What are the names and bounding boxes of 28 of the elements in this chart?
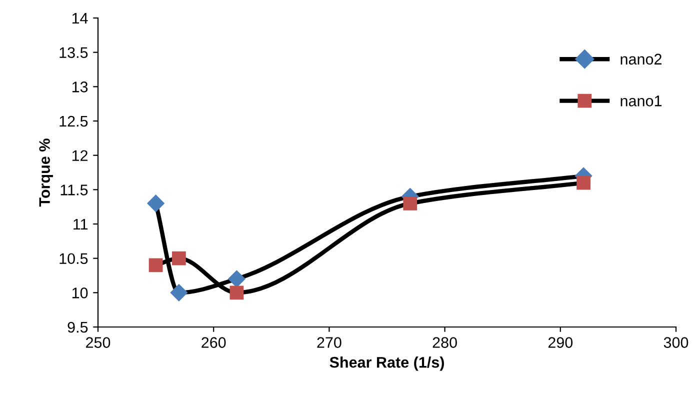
- y-tick-label: 14: [72, 13, 88, 24]
- point: [576, 176, 590, 190]
- x-tick-label: 300: [664, 337, 688, 348]
- point: [172, 251, 186, 266]
- y-tick-label: 12: [72, 150, 88, 161]
- x-axis-title: Shear Rate (1/s): [330, 356, 444, 371]
- x-tick-label: 250: [86, 337, 110, 348]
- y-tick-label: 13.5: [60, 47, 88, 58]
- y-tick-label: 10: [72, 288, 88, 298]
- point: [228, 270, 246, 288]
- point: [170, 284, 188, 302]
- y-tick-label: 13: [72, 82, 88, 92]
- y-tick-label: 11: [74, 219, 88, 230]
- x-tick-label: 260: [202, 337, 226, 348]
- x-tick-label: 290: [548, 337, 573, 348]
- point: [148, 258, 163, 272]
- y-tick-label: 11.5: [60, 184, 88, 196]
- x-tick-label: 270: [317, 337, 342, 348]
- point: [147, 194, 164, 212]
- y-axis-title: Torque %: [39, 138, 53, 207]
- x-tick-label: 280: [432, 337, 457, 348]
- y-tick-label: 12.5: [60, 116, 88, 127]
- point: [403, 196, 418, 210]
- legend-label: nano1: [620, 96, 662, 106]
- legend-label: nano2: [620, 54, 662, 65]
- point: [230, 286, 244, 300]
- y-tick-label: 9.5: [68, 322, 88, 333]
- y-tick-label: 10.5: [60, 253, 88, 264]
